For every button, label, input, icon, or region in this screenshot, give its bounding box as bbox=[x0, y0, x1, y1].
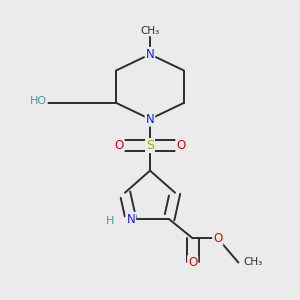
Text: O: O bbox=[188, 256, 197, 269]
Text: O: O bbox=[115, 139, 124, 152]
Text: H: H bbox=[106, 216, 114, 226]
Text: CH₃: CH₃ bbox=[140, 26, 160, 36]
Text: O: O bbox=[213, 232, 222, 245]
Text: S: S bbox=[146, 139, 154, 152]
Text: CH₃: CH₃ bbox=[244, 257, 263, 268]
Text: N: N bbox=[146, 112, 154, 126]
Text: O: O bbox=[176, 139, 185, 152]
Text: N: N bbox=[127, 213, 135, 226]
Text: N: N bbox=[146, 48, 154, 61]
Text: HO: HO bbox=[30, 96, 47, 106]
